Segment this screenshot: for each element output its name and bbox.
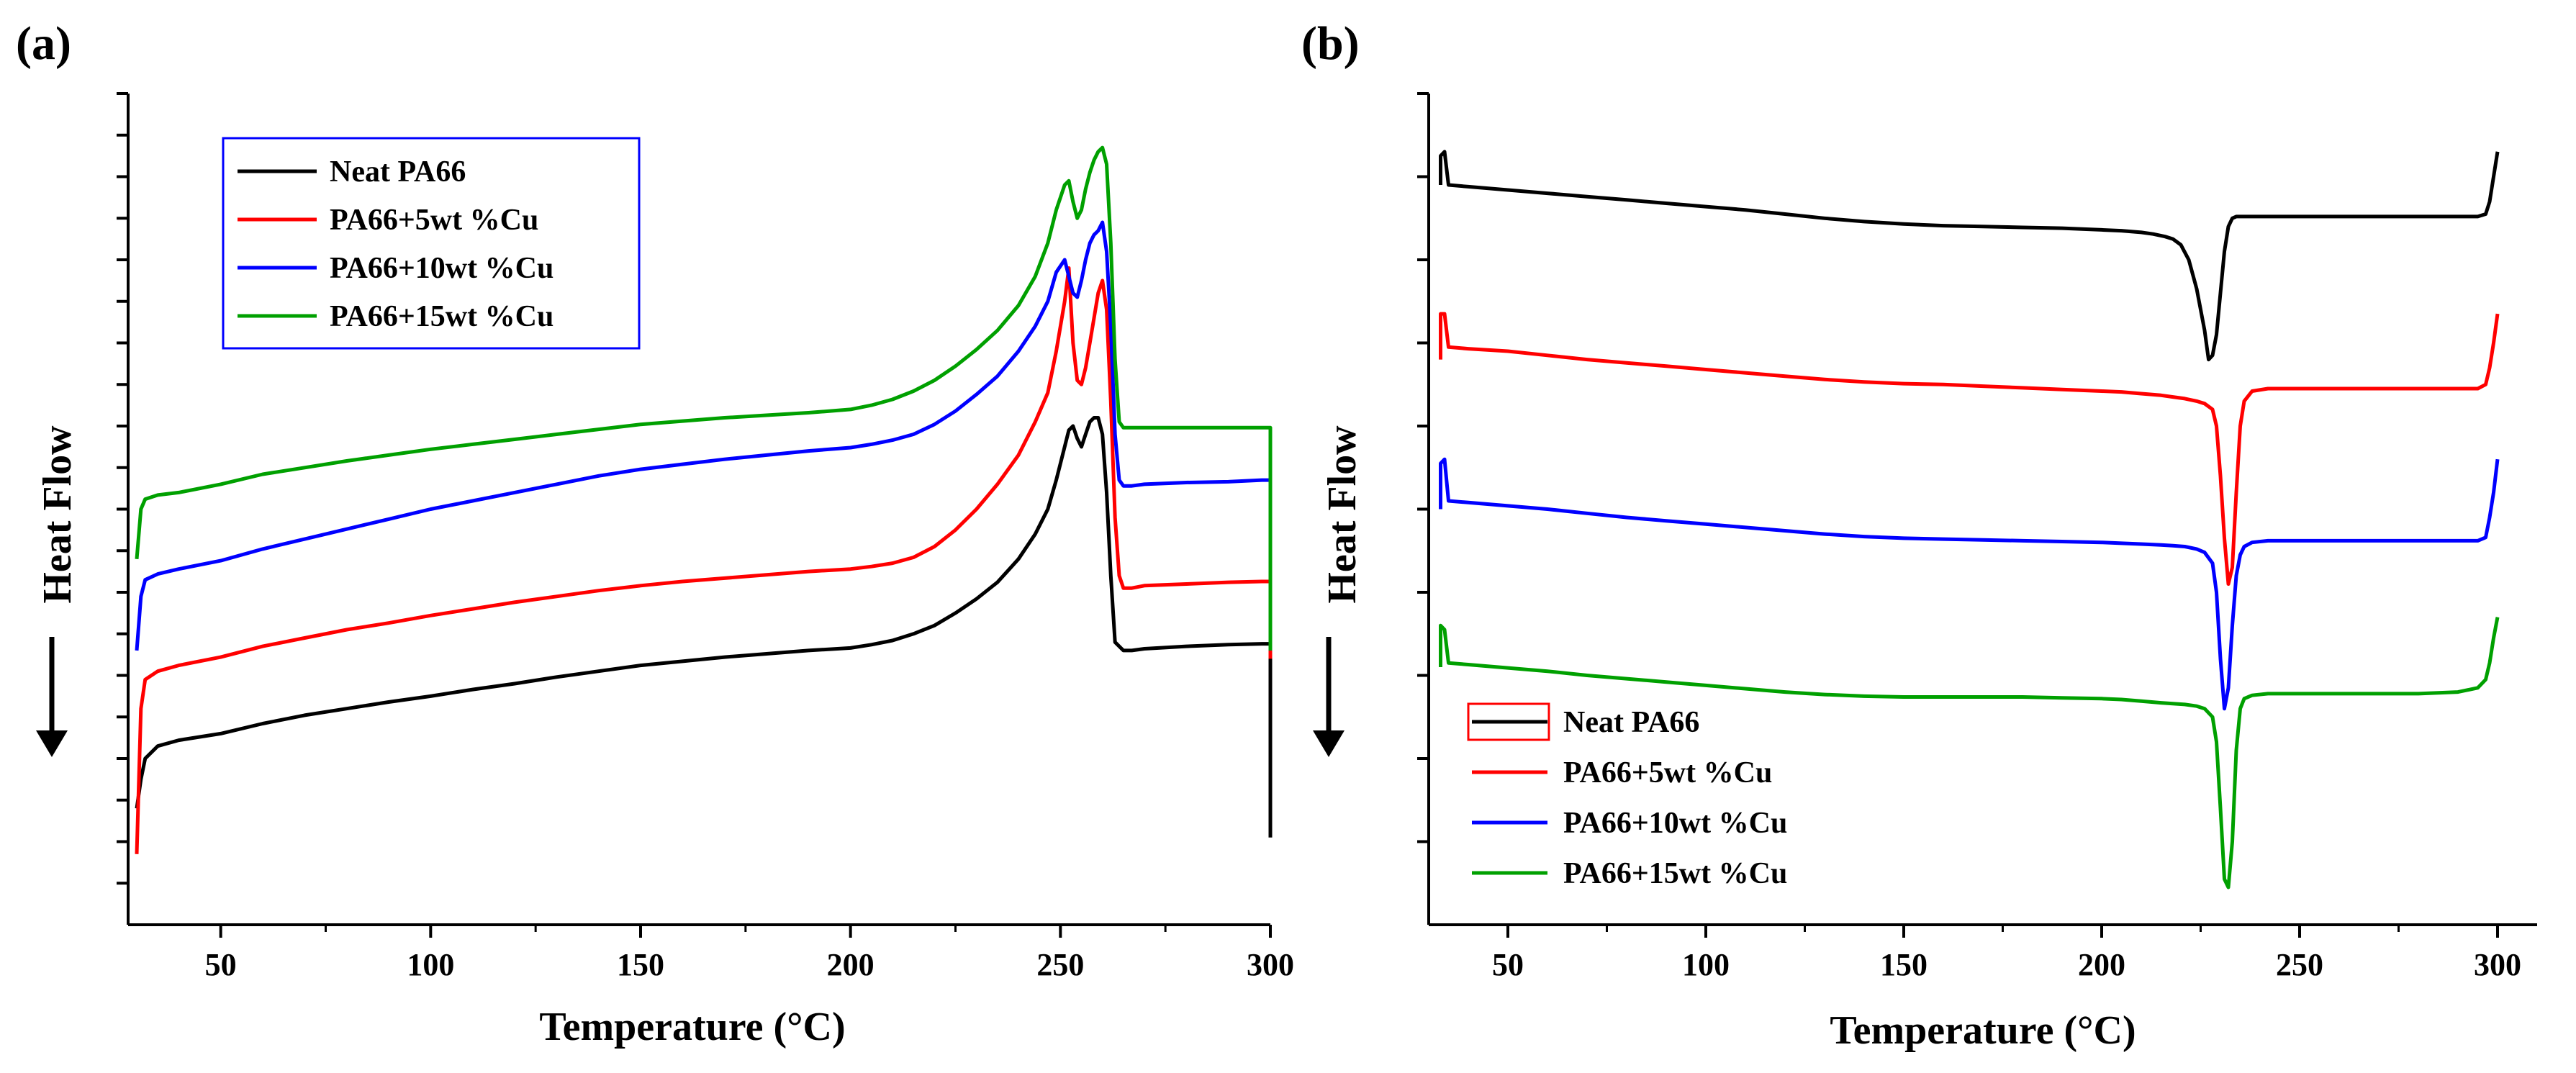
series-line-1	[135, 266, 1273, 854]
panel-b-x-ticks: 50 100 150 200 250 300	[1492, 925, 2521, 982]
panel-a-x-axis-title: Temperature (°C)	[539, 1005, 845, 1049]
panel-a-x-ticks: 50 100 150 200 250 300	[205, 925, 1294, 982]
legend-label-0: Neat PA66	[330, 155, 466, 189]
x-tick-label-4: 250	[1036, 947, 1084, 982]
x-tick-label-3: 200	[2078, 947, 2125, 982]
series-line-2	[1439, 457, 2500, 711]
panel-b-series-group	[1439, 150, 2500, 889]
x-tick-label-1: 100	[1682, 947, 1730, 982]
x-tick-label-5: 300	[1247, 947, 1294, 982]
series-line-2	[135, 220, 1273, 651]
legend-label-1: PA66+5wt %Cu	[1563, 756, 1772, 789]
panel-b-y-ticks	[1417, 92, 1429, 843]
panel-a-y-axis-title: Heat Flow	[35, 425, 80, 604]
series-line-1	[1439, 312, 2500, 586]
series-line-0	[135, 416, 1273, 838]
x-tick-label-2: 150	[1880, 947, 1928, 982]
panel-b-x-axis-title: Temperature (°C)	[1830, 1008, 2136, 1053]
x-tick-label-0: 50	[205, 947, 237, 982]
x-tick-label-5: 300	[2474, 947, 2521, 982]
panel-b-legend: Neat PA66 PA66+5wt %Cu PA66+10wt %Cu PA66+1…	[1467, 702, 1787, 890]
x-tick-label-0: 50	[1492, 947, 1524, 982]
legend-label-2: PA66+10wt %Cu	[330, 252, 553, 285]
panel-b-legend-first-swatch-box	[1467, 702, 1550, 741]
series-line-3	[1439, 617, 2500, 889]
series-line-0	[1439, 150, 2500, 362]
legend-label-1: PA66+5wt %Cu	[330, 204, 538, 237]
panel-a-label: (a)	[16, 17, 71, 70]
legend-label-0: Neat PA66	[1563, 706, 1699, 739]
series-line-3	[135, 145, 1273, 651]
x-tick-label-4: 250	[2276, 947, 2323, 982]
x-tick-label-2: 150	[617, 947, 664, 982]
panel-a-legend: Neat PA66 PA66+5wt %Cu PA66+10wt %Cu PA66+1…	[222, 137, 641, 350]
panel-a: (a) 50 100 150 200 250 300 Temperature (°C) H…	[16, 17, 1294, 1049]
panel-a-series-group	[135, 145, 1273, 854]
panel-b: (b) 50 100 150 200 250 300 Temperature (°C) H…	[1301, 17, 2537, 1053]
x-tick-label-1: 100	[407, 947, 454, 982]
panel-a-down-arrow	[36, 637, 68, 757]
panel-a-y-ticks	[117, 92, 128, 885]
legend-label-3: PA66+15wt %Cu	[330, 300, 553, 333]
x-tick-label-3: 200	[827, 947, 875, 982]
panel-b-down-arrow	[1313, 637, 1345, 757]
legend-label-3: PA66+15wt %Cu	[1563, 857, 1787, 890]
legend-label-2: PA66+10wt %Cu	[1563, 807, 1787, 840]
panel-b-y-axis-title: Heat Flow	[1320, 425, 1365, 604]
panel-b-label: (b)	[1301, 17, 1360, 70]
panel-a-legend-frame	[222, 137, 641, 350]
